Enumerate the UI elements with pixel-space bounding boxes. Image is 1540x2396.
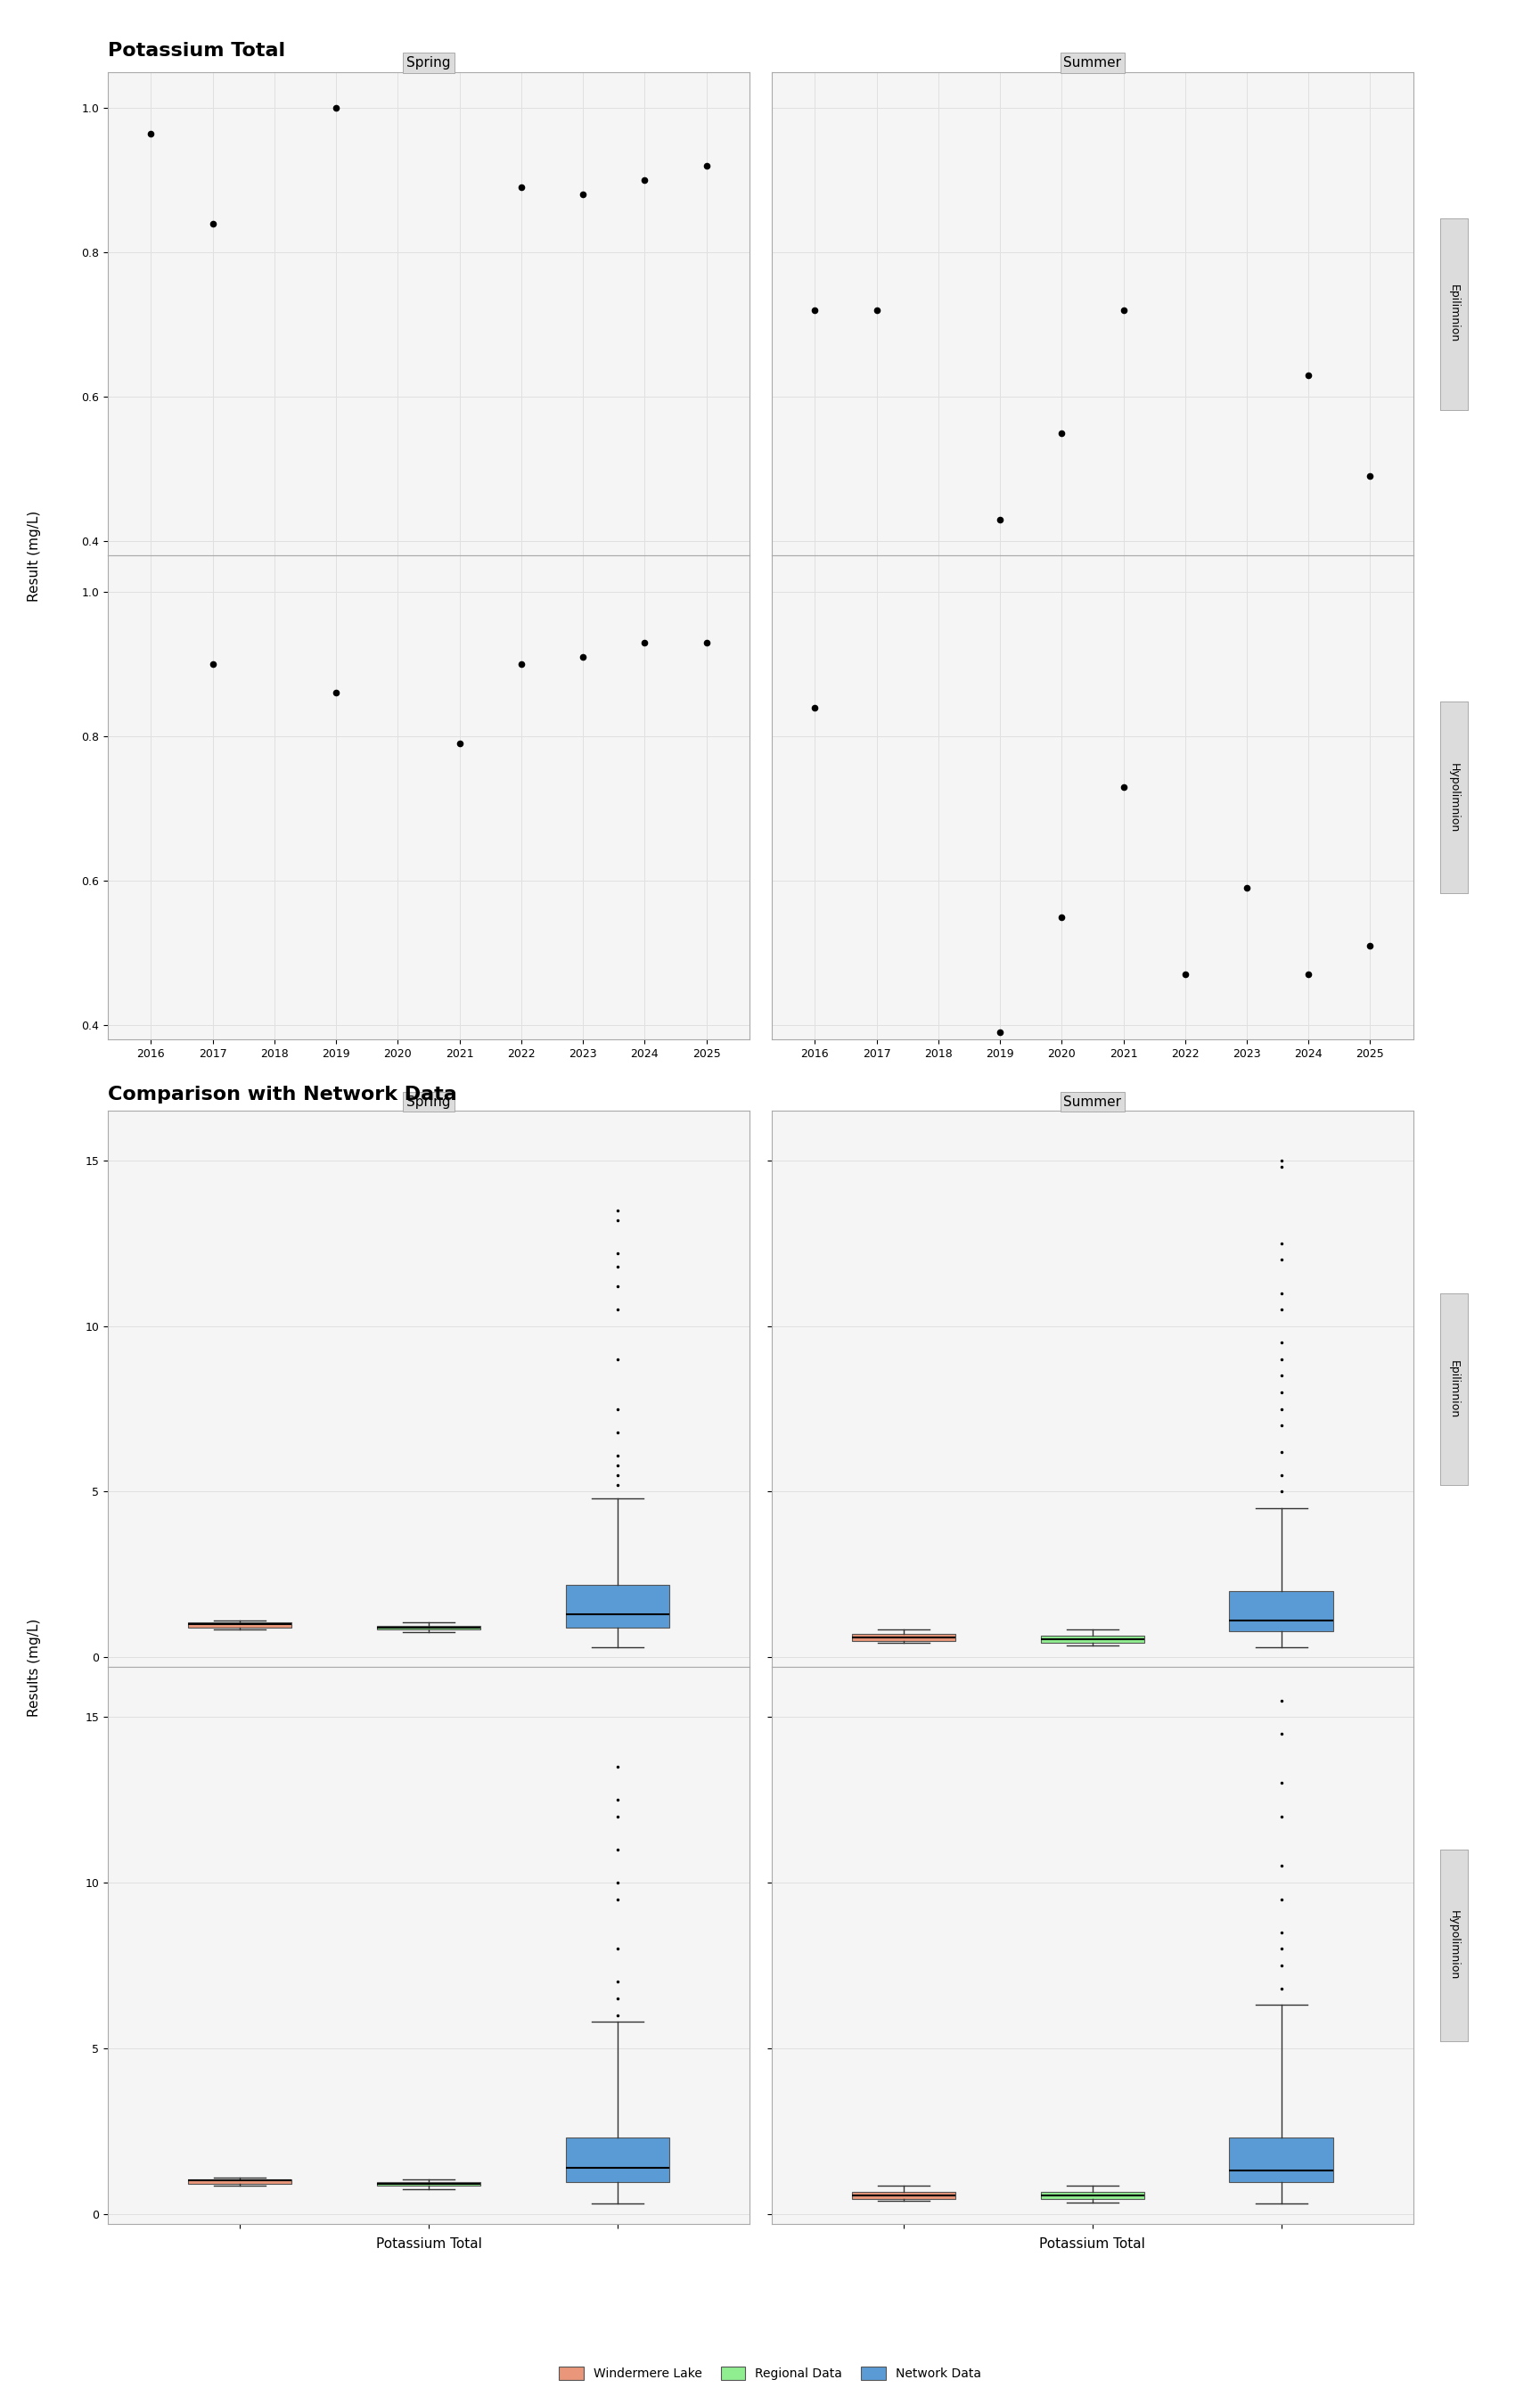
X-axis label: Potassium Total: Potassium Total [376, 2238, 482, 2250]
Point [695, 146, 719, 184]
Text: Epilimnion: Epilimnion [1448, 285, 1460, 343]
Point [1110, 290, 1135, 328]
Text: Hypolimnion: Hypolimnion [1448, 762, 1460, 831]
Legend: Windermere Lake, Regional Data, Network Data: Windermere Lake, Regional Data, Network … [554, 2362, 986, 2384]
Title: Summer: Summer [1064, 1095, 1121, 1109]
Text: Epilimnion: Epilimnion [1448, 1361, 1460, 1418]
PathPatch shape [565, 2137, 670, 2183]
Point [695, 623, 719, 661]
Text: Comparison with Network Data: Comparison with Network Data [108, 1085, 457, 1105]
X-axis label: Potassium Total: Potassium Total [1040, 2238, 1146, 2250]
Point [802, 290, 827, 328]
Point [200, 645, 225, 683]
Text: Potassium Total: Potassium Total [108, 43, 285, 60]
PathPatch shape [377, 1627, 480, 1629]
Point [571, 637, 596, 676]
Title: Spring: Spring [407, 55, 451, 69]
Point [864, 290, 889, 328]
Point [447, 724, 471, 762]
PathPatch shape [1229, 1591, 1334, 1632]
Point [987, 501, 1012, 539]
PathPatch shape [565, 1584, 670, 1627]
Point [1297, 956, 1321, 994]
Point [633, 623, 658, 661]
Point [1049, 898, 1073, 937]
PathPatch shape [377, 2183, 480, 2185]
Point [633, 161, 658, 199]
Point [987, 1014, 1012, 1052]
Text: Results (mg/L): Results (mg/L) [28, 1617, 40, 1716]
Point [139, 115, 163, 153]
Text: Hypolimnion: Hypolimnion [1448, 1910, 1460, 1981]
Point [1358, 927, 1383, 966]
Point [508, 168, 533, 206]
Title: Spring: Spring [407, 1095, 451, 1109]
Point [1110, 767, 1135, 805]
PathPatch shape [852, 2192, 956, 2200]
Point [508, 645, 533, 683]
PathPatch shape [852, 1634, 956, 1641]
PathPatch shape [1041, 1636, 1144, 1641]
Point [323, 89, 348, 127]
Point [1049, 415, 1073, 453]
Point [1297, 357, 1321, 395]
Text: Result (mg/L): Result (mg/L) [28, 510, 40, 601]
Point [1235, 870, 1260, 908]
Point [1173, 956, 1198, 994]
Point [802, 688, 827, 726]
Title: Summer: Summer [1064, 55, 1121, 69]
Point [571, 175, 596, 213]
Point [1358, 458, 1383, 496]
PathPatch shape [188, 1622, 293, 1627]
Point [323, 673, 348, 712]
PathPatch shape [188, 2178, 293, 2185]
PathPatch shape [1229, 2137, 1334, 2183]
PathPatch shape [1041, 2192, 1144, 2200]
Point [200, 204, 225, 242]
